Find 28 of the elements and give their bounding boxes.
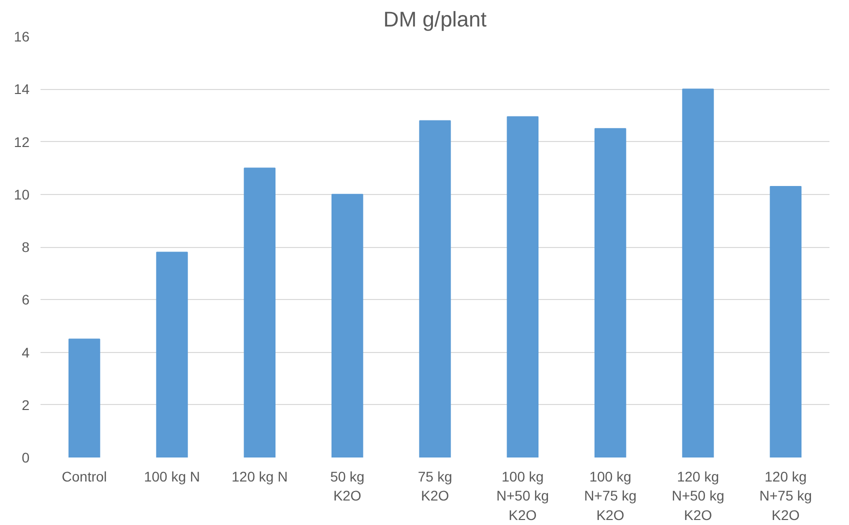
- bar: [506, 116, 539, 458]
- y-tick-label: 12: [14, 134, 30, 150]
- x-tick-label: 100 kg N+75 kg K2O: [584, 468, 637, 523]
- bar: [682, 88, 714, 458]
- bar: [331, 194, 364, 458]
- bar: [419, 120, 451, 458]
- x-tick-label: 50 kg K2O: [330, 468, 364, 504]
- x-tick-label: 120 kg N+50 kg K2O: [672, 468, 724, 523]
- bar: [594, 128, 626, 458]
- x-tick-label: 120 kg N+75 kg K2O: [759, 468, 812, 523]
- bar: [68, 338, 100, 458]
- bar: [156, 252, 188, 458]
- x-tick-label: 100 kg N: [144, 468, 200, 484]
- y-tick-label: 2: [22, 396, 30, 413]
- y-tick-label: 4: [22, 344, 30, 360]
- bar: [770, 186, 802, 458]
- x-tick-label: Control: [62, 468, 107, 484]
- x-tick-label: 100 kg N+50 kg K2O: [496, 468, 549, 523]
- y-tick-label: 6: [22, 292, 30, 308]
- y-tick-label: 0: [22, 450, 30, 466]
- y-tick-label: 10: [14, 186, 30, 202]
- x-tick-label: 120 kg N: [232, 468, 288, 484]
- bar: [244, 168, 276, 458]
- x-tick-label: 75 kg K2O: [418, 468, 452, 504]
- y-tick-label: 16: [14, 28, 30, 44]
- y-tick-label: 14: [14, 81, 30, 98]
- chart-title: DM g/plant: [383, 8, 487, 32]
- y-tick-label: 8: [22, 239, 30, 255]
